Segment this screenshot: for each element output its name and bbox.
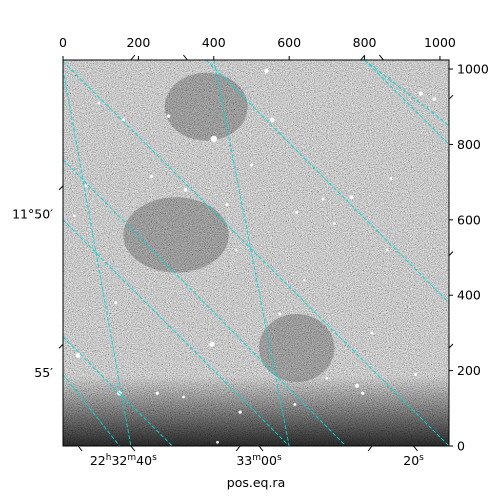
star-19: [385, 248, 389, 252]
star-17: [97, 101, 101, 105]
right-tick-label-3: 600: [457, 212, 481, 227]
coordinate-grid: [63, 60, 449, 446]
star-2: [269, 117, 275, 123]
right-tick-label-0: 0: [457, 439, 465, 454]
star-27: [370, 331, 374, 335]
star-22: [182, 395, 186, 399]
star-21: [155, 391, 159, 395]
star-37: [303, 278, 306, 282]
star-31: [216, 440, 219, 444]
right-tick-label-5: 1000: [457, 62, 489, 77]
left-diag-tick-0: [58, 343, 64, 349]
star-20: [295, 210, 299, 214]
bottom-tick-4: [367, 445, 373, 452]
star-36: [235, 248, 238, 252]
star-28: [278, 312, 282, 316]
right-diag-tick-2: [448, 94, 454, 100]
bottom-tick-0: [77, 445, 83, 452]
ra-tick-label-2: 20s: [403, 453, 424, 468]
grid-line-1: [63, 159, 347, 446]
left-dec-axis: 11°50′ 55′: [12, 185, 64, 380]
right-diag-tick-1: [448, 251, 454, 256]
star-24: [293, 403, 297, 406]
star-34: [84, 184, 87, 188]
top-tick-label-1: 200: [126, 35, 150, 50]
top-pixel-axis: 0 200 400 600 800 1000: [59, 35, 456, 61]
top-tick-label-2: 400: [202, 35, 226, 50]
grid-line-6: [213, 60, 290, 446]
star-6: [183, 187, 188, 192]
star-14: [166, 114, 171, 118]
bottom-tick-5: [413, 445, 418, 452]
star-32: [333, 222, 336, 225]
star-33: [389, 176, 393, 180]
star-12: [361, 391, 365, 395]
star-13: [121, 118, 125, 122]
dec-tick-label-1: 55′: [34, 365, 53, 380]
image-plot-area: [63, 60, 449, 446]
star-29: [114, 301, 118, 305]
star-8: [349, 195, 354, 200]
top-tick-label-4: 800: [353, 35, 377, 50]
plot-frame: [62, 59, 450, 447]
star-11: [355, 383, 360, 388]
star-1: [264, 68, 269, 74]
grid-line-8: [63, 374, 120, 446]
stars-layer: [73, 68, 437, 444]
bottom-tick-1: [130, 445, 136, 452]
star-9: [418, 91, 424, 96]
right-tick-label-1: 200: [457, 363, 481, 378]
top-tick-label-3: 600: [277, 35, 301, 50]
top-diag-tick-3: [379, 54, 384, 61]
grid-line-5: [63, 68, 132, 446]
star-0: [210, 135, 217, 142]
star-7: [225, 203, 229, 207]
star-26: [413, 372, 417, 376]
bottom-tick-2: [235, 445, 241, 452]
star-35: [73, 214, 76, 218]
grid-line-3: [205, 60, 449, 304]
top-tick-label-0: 0: [59, 35, 67, 50]
top-diag-tick-1: [183, 54, 188, 61]
grid-line-4: [364, 60, 449, 145]
top-diag-tick-0: [130, 54, 136, 61]
star-5: [209, 341, 215, 347]
left-diag-tick-1: [58, 185, 64, 191]
x-axis-title: pos.eq.ra: [227, 475, 285, 490]
ra-tick-label-0: 22h32m40s: [90, 453, 157, 468]
star-18: [321, 197, 325, 201]
star-10: [432, 97, 437, 102]
star-15: [149, 174, 154, 179]
top-diag-tick-2: [360, 54, 366, 61]
star-4: [75, 353, 81, 358]
right-tick-label-2: 400: [457, 288, 481, 303]
bottom-tick-3: [258, 445, 264, 452]
right-pixel-axis: 0 200 400 600 800 1000: [448, 62, 489, 454]
star-16: [249, 163, 253, 167]
grid-line-0: [63, 61, 449, 446]
star-25: [325, 376, 329, 380]
dec-tick-label-0: 11°50′: [12, 207, 53, 222]
star-23: [238, 410, 242, 414]
bottom-ra-axis: 22h32m40s 33m00s 20s: [77, 445, 424, 468]
top-tick-label-5: 1000: [424, 35, 456, 50]
ra-tick-label-1: 33m00s: [236, 453, 282, 468]
right-tick-label-4: 800: [457, 137, 481, 152]
right-diag-tick-0: [448, 343, 454, 349]
grid-line-9: [63, 219, 290, 446]
grid-line-2: [63, 336, 173, 446]
